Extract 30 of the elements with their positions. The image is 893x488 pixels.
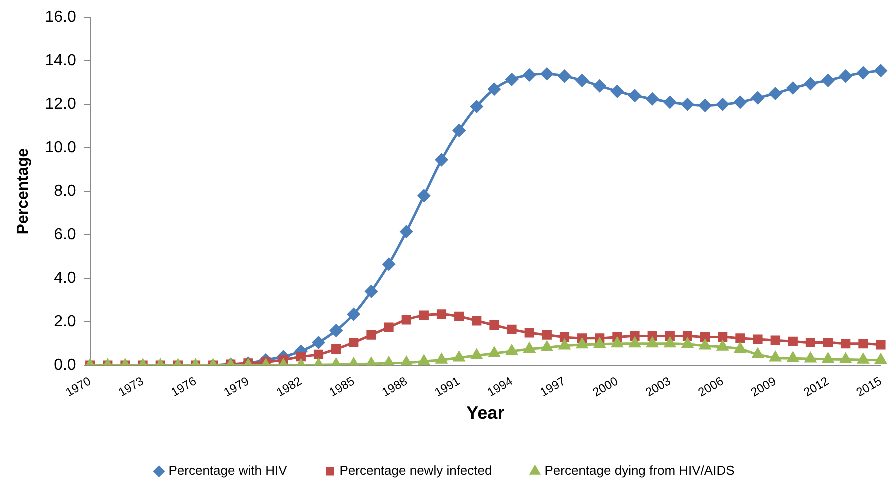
y-tick-label: 12.0 — [45, 96, 76, 113]
x-tick-label: 1973 — [116, 374, 146, 400]
x-tick-label: 2012 — [801, 374, 832, 400]
x-tick-label: 1970 — [63, 374, 94, 400]
y-tick-label: 2.0 — [54, 313, 76, 330]
y-tick-label: 10.0 — [45, 140, 76, 156]
x-tick-label: 2000 — [590, 374, 621, 400]
y-tick-label: 14.0 — [45, 52, 76, 70]
x-tick-label: 2015 — [854, 374, 884, 400]
legend-label: Percentage dying from HIV/AIDS — [544, 463, 736, 478]
x-tick-label: 2009 — [748, 374, 780, 400]
x-tick-label: 2006 — [696, 374, 726, 400]
x-tick-label: 1988 — [380, 374, 410, 400]
x-tick-label: 1997 — [538, 374, 568, 400]
x-tick-label: 1994 — [485, 374, 516, 400]
legend-label: Percentage newly infected — [340, 463, 492, 478]
x-tick-label: 1976 — [168, 374, 200, 400]
y-tick-label: 6.0 — [54, 226, 76, 244]
x-axis-title: Year — [466, 403, 505, 424]
x-tick-label: 1985 — [326, 374, 358, 400]
legend-label: Percentage with HIV — [168, 463, 288, 478]
y-tick-label: 8.0 — [54, 182, 76, 200]
y-axis-title: Percentage — [15, 148, 32, 235]
y-tick-label: 0.0 — [54, 356, 76, 374]
y-tick-label: 16.0 — [45, 9, 76, 26]
y-tick-label: 4.0 — [54, 270, 76, 287]
x-tick-label: 1982 — [274, 374, 305, 400]
x-tick-label: 1979 — [222, 374, 252, 400]
x-tick-label: 1991 — [432, 374, 463, 400]
x-tick-label: 2003 — [643, 374, 674, 400]
